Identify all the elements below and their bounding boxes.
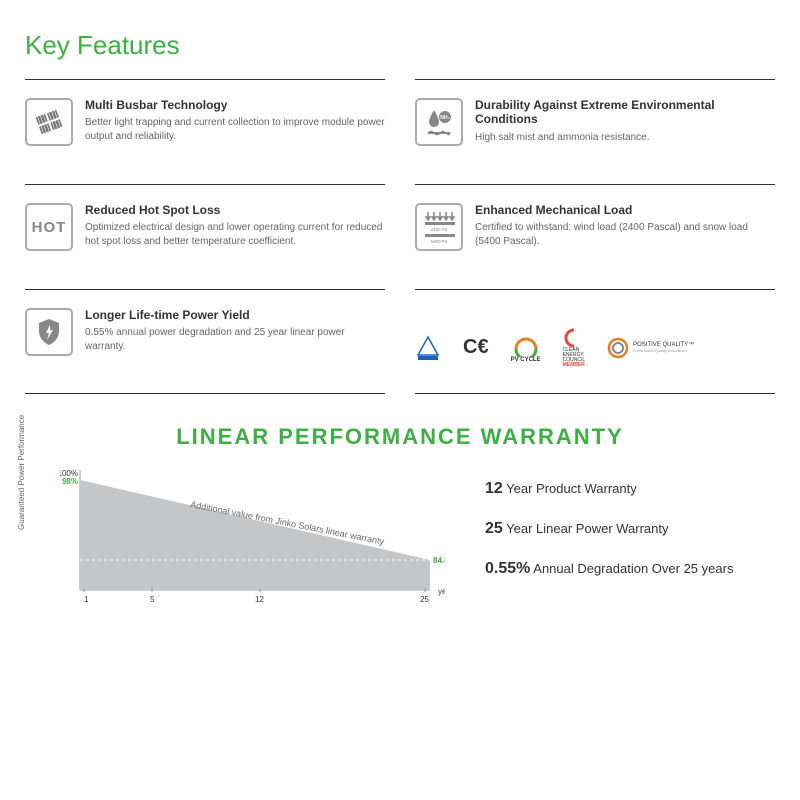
cert-positive: POSITIVE QUALITY™Continuous Quality Assu…	[607, 337, 694, 359]
feature-title: Enhanced Mechanical Load	[475, 203, 775, 217]
svg-text:98%: 98%	[62, 477, 78, 486]
svg-text:84.8%: 84.8%	[433, 556, 445, 565]
droplet-icon: NH₃	[415, 98, 463, 146]
hot-icon: HOT	[25, 203, 73, 251]
load-icon: 2400 Pa 5400 Pa	[415, 203, 463, 251]
cert-row: C€ PV CYCLE CLEANENERGYCOUNCILMEMBER POS…	[415, 289, 775, 394]
section-title: Key Features	[25, 30, 775, 61]
chart-y-label: Guaranteed Power Performance	[17, 415, 26, 530]
svg-text:25: 25	[420, 595, 429, 604]
feature-title: Reduced Hot Spot Loss	[85, 203, 385, 217]
shield-icon	[25, 308, 73, 356]
cert-tuv	[415, 335, 441, 361]
warranty-item: 0.55% Annual Degradation Over 25 years	[485, 560, 775, 578]
svg-text:1: 1	[84, 595, 89, 604]
feature-durability: NH₃ Durability Against Extreme Environme…	[415, 79, 775, 184]
cert-ce: C€	[463, 336, 489, 359]
feature-busbar: Multi Busbar Technology Better light tra…	[25, 79, 385, 184]
warranty-list: 12 Year Product Warranty 25 Year Linear …	[485, 470, 775, 630]
warranty-title: LINEAR PERFORMANCE WARRANTY	[25, 424, 775, 450]
svg-text:5: 5	[150, 595, 155, 604]
busbar-icon	[25, 98, 73, 146]
feature-desc: High salt mist and ammonia resistance.	[475, 131, 775, 145]
feature-desc: Optimized electrical design and lower op…	[85, 221, 385, 249]
svg-text:5400 Pa: 5400 Pa	[431, 239, 448, 244]
cert-cec: CLEANENERGYCOUNCILMEMBER	[563, 328, 586, 368]
feature-load: 2400 Pa5400 Pa Enhanced Mechanical Load …	[415, 184, 775, 289]
feature-lifetime: Longer Life-time Power Yield 0.55% annua…	[25, 289, 385, 394]
feature-desc: Certified to withstand: wind load (2400 …	[475, 221, 775, 249]
svg-text:years: years	[438, 587, 445, 596]
feature-desc: Better light trapping and current collec…	[85, 116, 385, 144]
cert-pvcycle: PV CYCLE	[511, 333, 541, 363]
svg-text:2400 Pa: 2400 Pa	[431, 227, 448, 232]
warranty-item: 25 Year Linear Power Warranty	[485, 520, 775, 538]
feature-title: Durability Against Extreme Environmental…	[475, 98, 775, 127]
feature-title: Multi Busbar Technology	[85, 98, 385, 112]
feature-hotspot: HOT Reduced Hot Spot Loss Optimized elec…	[25, 184, 385, 289]
warranty-section: Guaranteed Power Performance 100% 98% 84…	[25, 470, 775, 630]
features-grid: Multi Busbar Technology Better light tra…	[25, 79, 775, 394]
feature-title: Longer Life-time Power Yield	[85, 308, 385, 322]
feature-desc: 0.55% annual power degradation and 25 ye…	[85, 326, 385, 354]
warranty-chart: Guaranteed Power Performance 100% 98% 84…	[25, 470, 445, 630]
svg-text:NH₃: NH₃	[440, 115, 450, 121]
svg-text:12: 12	[255, 595, 264, 604]
warranty-item: 12 Year Product Warranty	[485, 480, 775, 498]
